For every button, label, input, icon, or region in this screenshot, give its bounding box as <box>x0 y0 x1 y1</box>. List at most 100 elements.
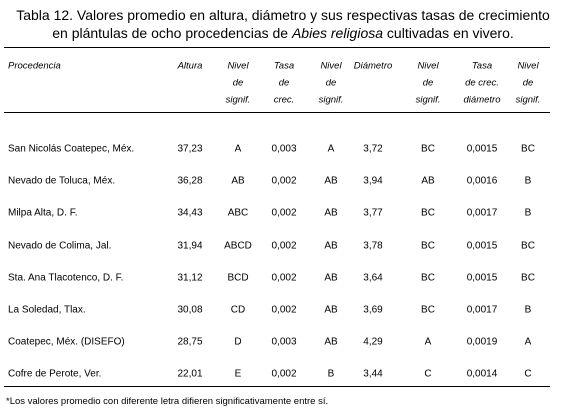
table-cell: C <box>424 368 432 380</box>
table-cell: 0,0015 <box>466 240 498 252</box>
table-cell: 0,0017 <box>466 207 498 219</box>
table-cell: AB <box>324 272 338 284</box>
table-cell: AB <box>324 304 338 316</box>
table-cell: B <box>524 304 532 316</box>
column-header: Nivel <box>320 60 342 72</box>
column-header: de <box>522 77 534 89</box>
table-cell: B <box>327 368 335 380</box>
table-cell: A <box>424 336 432 348</box>
column-header: signif. <box>318 94 344 106</box>
table-cell: A <box>327 143 335 155</box>
footnote: *Los valores promedio con diferente letr… <box>6 396 329 407</box>
table-cell: 0,002 <box>271 304 297 316</box>
table-cell: D <box>234 336 242 348</box>
table-cell: 0,0015 <box>466 143 498 155</box>
table-title: Tabla 12. Valores promedio en altura, di… <box>10 6 556 42</box>
column-header: de <box>278 77 290 89</box>
column-header: Procedencia <box>8 60 61 72</box>
table-cell: E <box>234 368 242 380</box>
table-cell: 37,23 <box>177 143 203 155</box>
table-cell: 0,002 <box>271 368 297 380</box>
row-label: Nevado de Toluca, Méx. <box>8 175 116 187</box>
column-header: Altura <box>177 60 203 72</box>
top-rule <box>4 47 550 48</box>
column-header: Tasa <box>273 60 295 72</box>
column-header: de <box>422 77 434 89</box>
header-rule <box>4 112 550 113</box>
row-label: Sta. Ana Tlacotenco, D. F. <box>8 272 124 284</box>
table-cell: A <box>524 336 532 348</box>
table-cell: 3,69 <box>363 304 383 316</box>
table-cell: 31,12 <box>177 272 203 284</box>
table-cell: 0,0019 <box>466 336 498 348</box>
column-header: Nivel <box>227 60 249 72</box>
table-cell: ABC <box>227 207 249 219</box>
column-header: signif. <box>515 94 541 106</box>
title-text: Tabla 12. Valores promedio en altura, di… <box>16 7 550 41</box>
table-cell: 3,94 <box>363 175 383 187</box>
table-cell: AB <box>324 207 338 219</box>
column-header: de <box>325 77 337 89</box>
table-cell: 31,94 <box>177 240 203 252</box>
table-cell: 3,72 <box>363 143 383 155</box>
table-cell: 22,01 <box>177 368 203 380</box>
table-cell: 0,002 <box>271 207 297 219</box>
table-cell: BC <box>421 304 435 316</box>
table-cell: BC <box>521 272 535 284</box>
table-cell: BC <box>421 272 435 284</box>
table-cell: 0,003 <box>271 143 297 155</box>
column-header: de <box>232 77 244 89</box>
table-cell: 0,0016 <box>466 175 498 187</box>
table-cell: A <box>234 143 242 155</box>
table-cell: 34,43 <box>177 207 203 219</box>
column-header: Nivel <box>417 60 439 72</box>
table-cell: ABCD <box>224 240 252 252</box>
table-cell: 0,0017 <box>466 304 498 316</box>
title-text: cultivadas en vivero. <box>383 25 514 41</box>
table-cell: 0,002 <box>271 272 297 284</box>
column-header: Diámetro <box>353 60 393 72</box>
column-header: signif. <box>225 94 251 106</box>
table-cell: 0,003 <box>271 336 297 348</box>
table-cell: 0,0014 <box>466 368 498 380</box>
table-cell: AB <box>324 175 338 187</box>
table-cell: 3,78 <box>363 240 383 252</box>
row-label: Nevado de Colima, Jal. <box>8 240 112 252</box>
table-cell: 4,29 <box>363 336 383 348</box>
table-cell: AB <box>231 175 245 187</box>
table-cell: AB <box>324 336 338 348</box>
table-cell: 28,75 <box>177 336 203 348</box>
table-cell: AB <box>421 175 435 187</box>
column-header: Tasa <box>471 60 493 72</box>
table-cell: BC <box>421 207 435 219</box>
table-cell: 36,28 <box>177 175 203 187</box>
row-label: La Soledad, Tlax. <box>8 304 86 316</box>
table-cell: C <box>524 368 532 380</box>
table-cell: 0,0015 <box>466 272 498 284</box>
table-cell: 30,08 <box>177 304 203 316</box>
column-header: signif. <box>415 94 441 106</box>
table-cell: BC <box>421 143 435 155</box>
table-cell: 3,77 <box>363 207 383 219</box>
table-cell: AB <box>324 240 338 252</box>
column-header: crec. <box>273 94 295 106</box>
species-name: Abies religiosa <box>291 25 384 41</box>
column-header: de crec. <box>465 77 499 89</box>
table-cell: 0,002 <box>271 240 297 252</box>
table-cell: 3,44 <box>363 368 383 380</box>
table-cell: B <box>524 175 532 187</box>
table-cell: BCD <box>227 272 249 284</box>
table-cell: B <box>524 207 532 219</box>
table-cell: BC <box>421 240 435 252</box>
table-cell: BC <box>521 143 535 155</box>
table-cell: 0,002 <box>271 175 297 187</box>
row-label: Coatepec, Méx. (DISEFO) <box>8 336 125 348</box>
table-cell: CD <box>230 304 246 316</box>
row-label: San Nicolás Coatepec, Méx. <box>8 143 135 155</box>
column-header: Nivel <box>517 60 539 72</box>
bottom-rule <box>4 386 550 387</box>
row-label: Cofre de Perote, Ver. <box>8 368 102 380</box>
table-cell: 3,64 <box>363 272 383 284</box>
row-label: Milpa Alta, D. F. <box>8 207 78 219</box>
